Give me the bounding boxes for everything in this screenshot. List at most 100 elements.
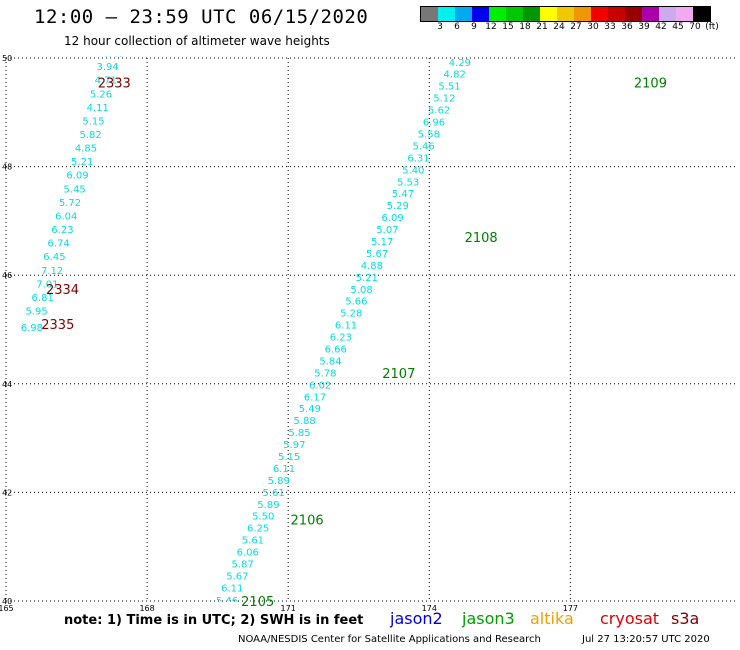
color-scale-label: 36	[621, 22, 633, 32]
color-scale-label: (ft)	[705, 22, 719, 32]
wave-height-point: 6.06	[237, 548, 259, 559]
x-tick-label: 174	[422, 604, 437, 613]
pass-number-label: 2333	[98, 76, 131, 91]
y-tick-label: 44	[2, 380, 12, 389]
footer: NOAA/NESDIS Center for Satellite Applica…	[238, 634, 710, 645]
page-subtitle: 12 hour collection of altimeter wave hei…	[64, 34, 330, 48]
wave-height-point: 4.88	[361, 261, 383, 272]
footer-credit: NOAA/NESDIS Center for Satellite Applica…	[238, 634, 541, 645]
y-tick-label: 40	[2, 597, 12, 606]
legend-s3a: s3a	[671, 609, 700, 628]
y-tick-label: 42	[2, 488, 12, 497]
color-swatch	[455, 7, 472, 21]
wave-height-point: 5.27	[475, 0, 497, 9]
color-scale-label: 12	[485, 22, 497, 32]
wave-height-point: 6.11	[221, 583, 243, 594]
color-swatch	[489, 7, 506, 21]
wave-height-point: 5.51	[438, 82, 460, 93]
color-scale-label: 27	[570, 22, 582, 32]
wave-height-point: 5.26	[90, 89, 112, 100]
wave-height-point: 6.09	[66, 171, 88, 182]
wave-height-point: 5.88	[294, 416, 316, 427]
wave-height-point: 6.66	[325, 345, 347, 356]
legend-altika: altika	[530, 609, 574, 628]
wave-height-point: 5.66	[345, 297, 367, 308]
color-swatch	[625, 7, 642, 21]
color-swatch	[591, 7, 608, 21]
pass-number-label: 2108	[465, 231, 498, 246]
pass-number-label: 2335	[41, 318, 74, 333]
y-tick-label: 46	[2, 271, 12, 280]
legend-cryosat: cryosat	[600, 609, 660, 628]
wave-height-point: 6.05	[454, 46, 476, 57]
wave-height-point: 5.28	[340, 309, 362, 320]
units-note: note: 1) Time is in UTC; 2) SWH is in fe…	[64, 613, 364, 628]
color-swatch	[574, 7, 591, 21]
color-scale-label: 3	[437, 22, 443, 32]
pass-number-label: 2109	[634, 76, 667, 91]
wave-height-point: 5.07	[376, 225, 398, 236]
wave-height-point: 5.29	[387, 201, 409, 212]
color-swatch	[523, 7, 540, 21]
wave-height-point: 5.21	[356, 273, 378, 284]
wave-height-point: 5.85	[288, 428, 310, 439]
x-tick-label: 165	[0, 604, 14, 613]
color-scale-label: 45	[672, 22, 684, 32]
wave-height-point: 5.12	[433, 94, 455, 105]
wave-height-point: 5.08	[350, 285, 372, 296]
wave-height-point: 6.04	[55, 211, 77, 222]
color-scale-label: 6	[454, 22, 460, 32]
color-swatch	[608, 7, 625, 21]
color-scale-label: 42	[655, 22, 667, 32]
wave-height-point: 5.68	[459, 34, 481, 45]
wave-height-point: 5.87	[231, 560, 253, 571]
wave-height-point: 6.09	[381, 213, 403, 224]
wave-height-point: 4.40	[102, 49, 124, 60]
pass-number-label: 2106	[291, 514, 324, 529]
legend-jason3: jason3	[462, 609, 515, 628]
wave-height-point: 6.23	[330, 333, 352, 344]
wave-height-point: 5.95	[25, 306, 47, 317]
x-tick-label: 168	[139, 604, 154, 613]
color-scale-label: 30	[587, 22, 599, 32]
wave-height-point: 6.31	[407, 153, 429, 164]
footer-timestamp: Jul 27 13:20:57 UTC 2020	[582, 634, 710, 645]
wave-height-point: 5.89	[268, 476, 290, 487]
wave-height-point: 6.25	[247, 524, 269, 535]
wave-height-point: 6.98	[21, 323, 43, 334]
wave-height-point: 4.71	[95, 76, 117, 87]
wave-height-point: 4.82	[444, 70, 466, 81]
x-tick-label: 171	[281, 604, 296, 613]
wave-height-point: 5.72	[59, 198, 81, 209]
wave-height-point: 4.29	[449, 58, 471, 69]
wave-height-point: 6.02	[309, 380, 331, 391]
color-scale-bar	[420, 6, 711, 22]
wave-height-point: 6.11	[273, 464, 295, 475]
wave-height-point: 3.94	[96, 62, 118, 73]
wave-height-point: 6.81	[32, 293, 54, 304]
color-swatch	[540, 7, 557, 21]
color-scale-label: 33	[604, 22, 616, 32]
wave-height-point: 5.07	[469, 10, 491, 21]
wave-height-point: 5.58	[418, 129, 440, 140]
color-swatch	[642, 7, 659, 21]
color-scale-label: 18	[519, 22, 531, 32]
wave-height-point: 6.17	[304, 392, 326, 403]
wave-height-point: 5.46	[216, 596, 238, 607]
color-scale-label: 9	[471, 22, 477, 32]
wave-height-point: 5.45	[64, 184, 86, 195]
wave-height-point: 6.23	[51, 225, 73, 236]
wave-height-point: 5.15	[82, 116, 104, 127]
color-swatch	[506, 7, 523, 21]
pass-number-label: 2107	[382, 367, 415, 382]
wave-height-point: 5.49	[299, 404, 321, 415]
wave-height-point: 5.40	[402, 165, 424, 176]
y-tick-label: 50	[2, 54, 12, 63]
wave-height-point: 5.82	[80, 130, 102, 141]
wave-height-point: 6.74	[48, 239, 70, 250]
wave-height-point: 5.53	[397, 177, 419, 188]
wave-height-point: 5.21	[71, 157, 93, 168]
y-tick-label: 48	[2, 163, 12, 172]
